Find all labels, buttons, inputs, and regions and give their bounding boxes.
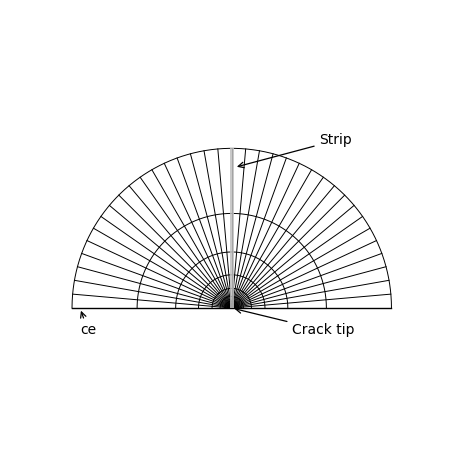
Bar bbox=[230, 148, 234, 308]
Text: ce: ce bbox=[80, 312, 96, 337]
Text: Strip: Strip bbox=[238, 133, 352, 168]
Text: Crack tip: Crack tip bbox=[236, 308, 355, 337]
